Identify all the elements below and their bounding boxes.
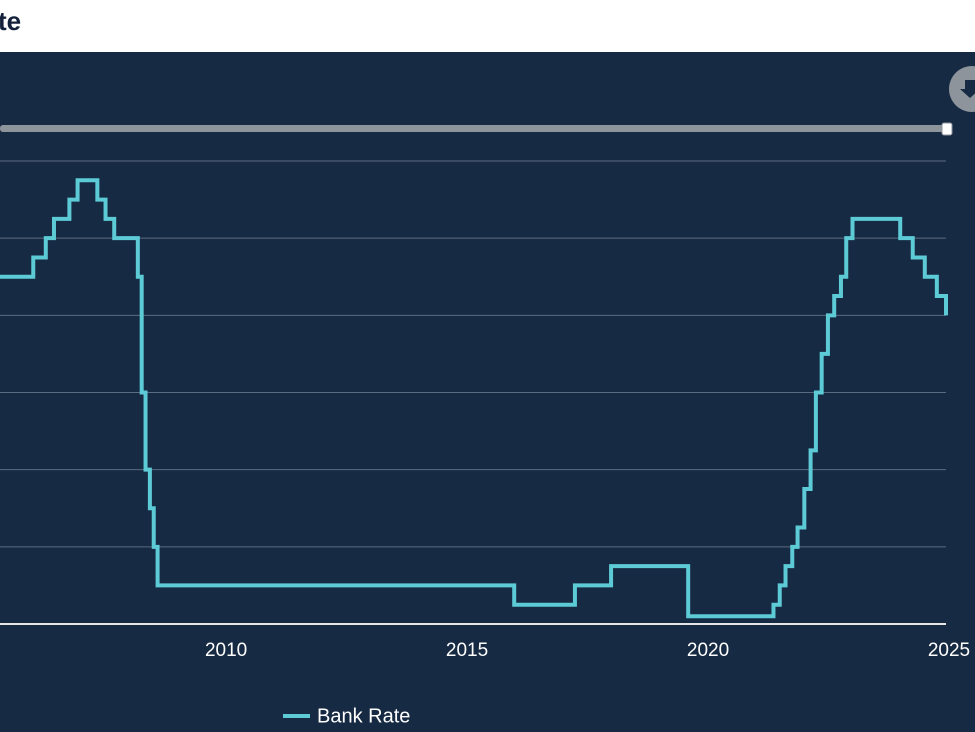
series-line bbox=[0, 178, 948, 619]
x-tick-label: 2020 bbox=[687, 640, 729, 661]
legend-label: Bank Rate bbox=[317, 705, 410, 727]
download-icon bbox=[960, 80, 975, 98]
x-tick-label: 2010 bbox=[205, 640, 247, 661]
chart: 52010201520202025Bank Rate bbox=[0, 52, 975, 732]
range-slider[interactable] bbox=[0, 125, 950, 132]
x-tick-label: 2015 bbox=[446, 640, 488, 661]
chart-title: te bbox=[0, 6, 22, 36]
x-tick-label: 2025 bbox=[928, 640, 970, 661]
range-handle[interactable] bbox=[941, 122, 953, 136]
